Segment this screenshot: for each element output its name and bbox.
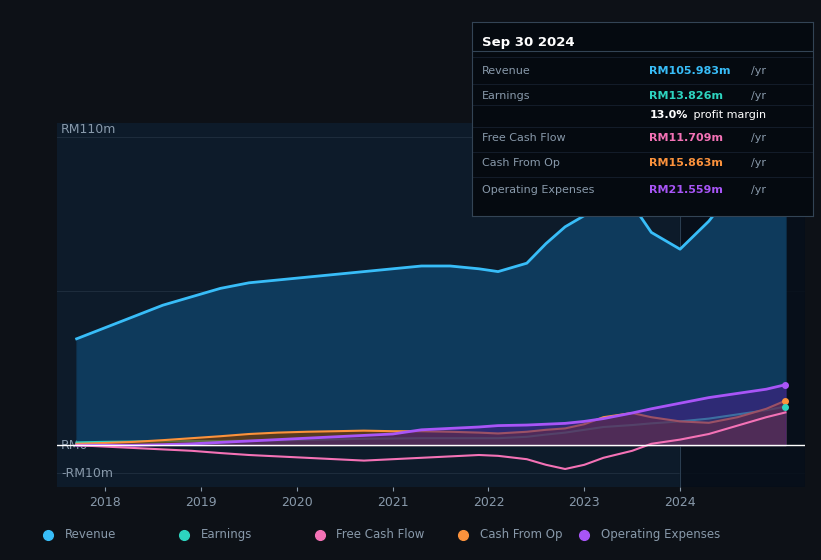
Text: Free Cash Flow: Free Cash Flow (337, 528, 424, 542)
Text: RM110m: RM110m (62, 123, 117, 136)
Text: /yr: /yr (751, 133, 767, 143)
Text: RM13.826m: RM13.826m (649, 91, 723, 101)
Text: Revenue: Revenue (65, 528, 116, 542)
Text: RM21.559m: RM21.559m (649, 185, 723, 195)
Text: Operating Expenses: Operating Expenses (482, 185, 594, 195)
Text: profit margin: profit margin (690, 110, 766, 120)
Text: Cash From Op: Cash From Op (482, 158, 560, 169)
Bar (680, 123, 805, 487)
Text: Sep 30 2024: Sep 30 2024 (482, 36, 575, 49)
Text: /yr: /yr (751, 91, 767, 101)
Text: /yr: /yr (751, 66, 767, 76)
Text: RM11.709m: RM11.709m (649, 133, 723, 143)
Text: Revenue: Revenue (482, 66, 531, 76)
Text: Free Cash Flow: Free Cash Flow (482, 133, 566, 143)
Text: -RM10m: -RM10m (62, 466, 113, 480)
Text: 13.0%: 13.0% (649, 110, 688, 120)
Text: /yr: /yr (751, 185, 767, 195)
Text: Cash From Op: Cash From Op (480, 528, 562, 542)
Text: Earnings: Earnings (482, 91, 531, 101)
Text: RM105.983m: RM105.983m (649, 66, 731, 76)
Text: /yr: /yr (751, 158, 767, 169)
Text: RM0: RM0 (62, 438, 89, 452)
Text: Operating Expenses: Operating Expenses (601, 528, 720, 542)
Text: Earnings: Earnings (200, 528, 252, 542)
Text: RM15.863m: RM15.863m (649, 158, 723, 169)
